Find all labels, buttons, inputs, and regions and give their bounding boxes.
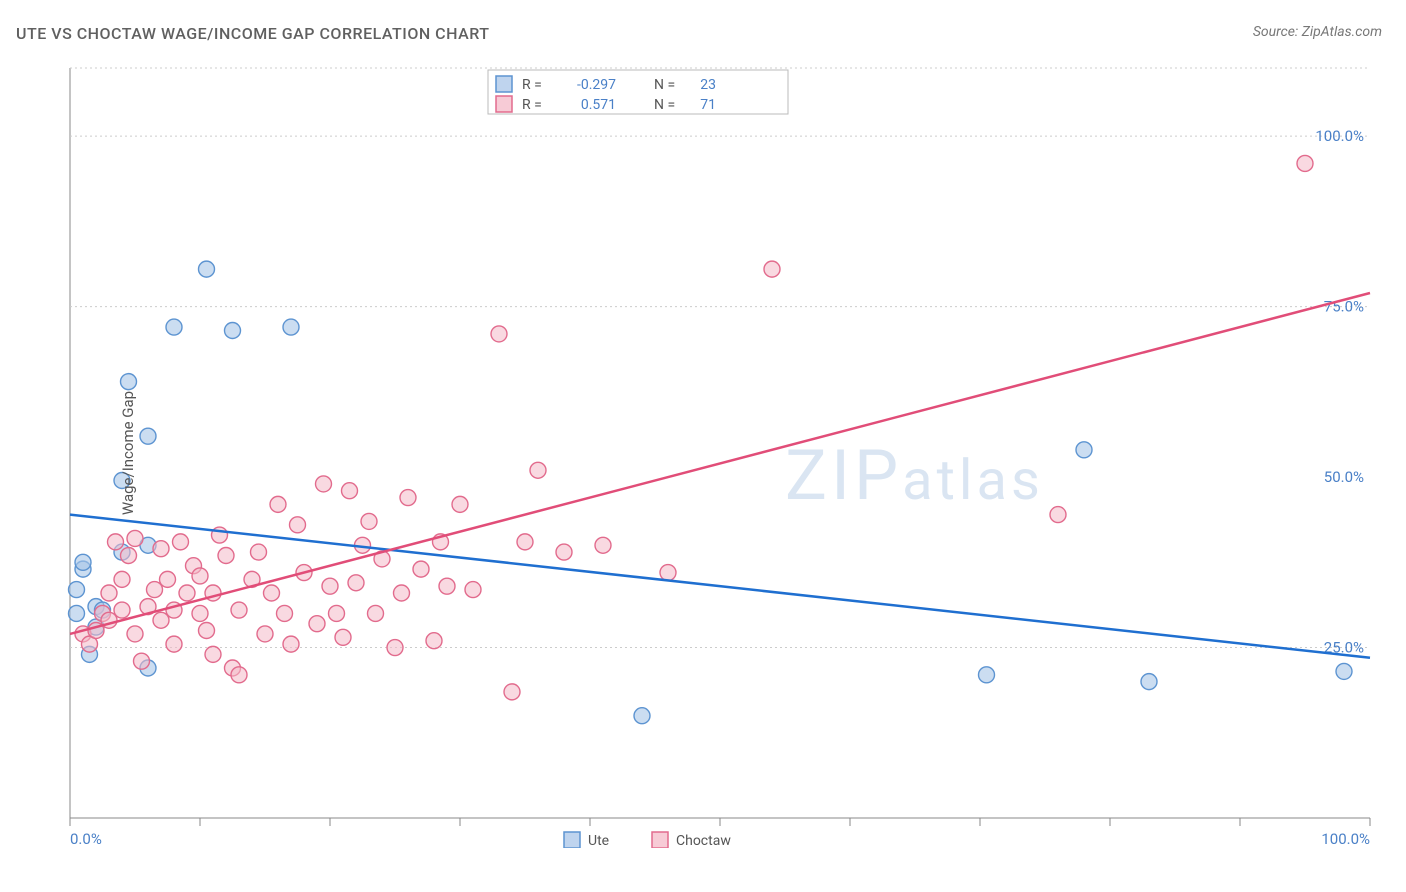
- scatter-point: [1076, 442, 1092, 458]
- chart-title: UTE VS CHOCTAW WAGE/INCOME GAP CORRELATI…: [16, 24, 490, 43]
- scatter-point: [316, 476, 332, 492]
- scatter-point: [173, 534, 189, 550]
- scatter-point: [199, 623, 215, 639]
- trend-line: [70, 293, 1370, 634]
- scatter-point: [205, 646, 221, 662]
- scatter-point: [517, 534, 533, 550]
- scatter-point: [199, 261, 215, 277]
- scatter-point: [127, 530, 143, 546]
- scatter-point: [121, 548, 137, 564]
- scatter-point: [101, 585, 117, 601]
- scatter-point: [394, 585, 410, 601]
- scatter-point: [764, 261, 780, 277]
- scatter-point: [283, 319, 299, 335]
- scatter-point: [335, 629, 351, 645]
- legend-r-label: R =: [522, 77, 542, 93]
- scatter-point: [329, 605, 345, 621]
- scatter-point: [251, 544, 267, 560]
- scatter-point: [634, 708, 650, 724]
- watermark: ZIPatlas: [785, 435, 1044, 517]
- scatter-point: [231, 667, 247, 683]
- legend-r-value: 0.571: [581, 97, 616, 113]
- legend-r-label: R =: [522, 97, 542, 113]
- scatter-point: [595, 537, 611, 553]
- scatter-point: [166, 319, 182, 335]
- scatter-point: [387, 640, 403, 656]
- scatter-point: [127, 626, 143, 642]
- scatter-point: [108, 534, 124, 550]
- legend-n-value: 23: [700, 77, 716, 93]
- scatter-point: [69, 605, 85, 621]
- scatter-point: [1050, 507, 1066, 523]
- scatter-point: [270, 496, 286, 512]
- scatter-point: [121, 374, 137, 390]
- scatter-point: [1336, 663, 1352, 679]
- scatter-point: [257, 626, 273, 642]
- scatter-point: [530, 462, 546, 478]
- y-axis-label: Wage/Income Gap: [119, 391, 137, 515]
- scatter-point: [179, 585, 195, 601]
- scatter-point: [225, 323, 241, 339]
- scatter-point: [452, 496, 468, 512]
- scatter-point: [660, 565, 676, 581]
- bottom-legend-label: Ute: [588, 833, 609, 848]
- scatter-point: [192, 605, 208, 621]
- x-tick-label: 0.0%: [70, 830, 102, 848]
- scatter-point: [491, 326, 507, 342]
- scatter-point: [309, 616, 325, 632]
- scatter-point: [361, 513, 377, 529]
- x-tick-label: 100.0%: [1321, 830, 1370, 848]
- legend-n-label: N =: [654, 97, 675, 113]
- chart-svg: 25.0%50.0%75.0%100.0%0.0%100.0%ZIPatlasR…: [50, 58, 1390, 848]
- scatter-point: [322, 578, 338, 594]
- scatter-point: [504, 684, 520, 700]
- bottom-legend-swatch: [564, 832, 580, 848]
- scatter-point: [114, 602, 130, 618]
- scatter-point: [75, 554, 91, 570]
- plot-area: Wage/Income Gap 25.0%50.0%75.0%100.0%0.0…: [50, 58, 1390, 848]
- legend-r-value: -0.297: [577, 77, 616, 93]
- scatter-point: [348, 575, 364, 591]
- scatter-point: [153, 612, 169, 628]
- legend-n-label: N =: [654, 77, 675, 93]
- scatter-point: [264, 585, 280, 601]
- scatter-point: [166, 636, 182, 652]
- scatter-point: [979, 667, 995, 683]
- scatter-point: [290, 517, 306, 533]
- y-tick-label: 100.0%: [1315, 127, 1364, 145]
- legend-n-value: 71: [700, 97, 716, 113]
- source-label: Source: ZipAtlas.com: [1253, 24, 1382, 40]
- scatter-point: [439, 578, 455, 594]
- scatter-point: [556, 544, 572, 560]
- scatter-point: [140, 428, 156, 444]
- scatter-point: [277, 605, 293, 621]
- scatter-point: [218, 548, 234, 564]
- scatter-point: [153, 541, 169, 557]
- scatter-point: [160, 571, 176, 587]
- scatter-point: [413, 561, 429, 577]
- scatter-point: [147, 582, 163, 598]
- scatter-point: [134, 653, 150, 669]
- legend-swatch: [496, 96, 512, 112]
- scatter-point: [283, 636, 299, 652]
- scatter-point: [465, 582, 481, 598]
- scatter-point: [368, 605, 384, 621]
- scatter-point: [231, 602, 247, 618]
- scatter-point: [114, 571, 130, 587]
- scatter-point: [1297, 155, 1313, 171]
- scatter-point: [69, 582, 85, 598]
- bottom-legend-swatch: [652, 832, 668, 848]
- scatter-point: [192, 568, 208, 584]
- scatter-point: [400, 490, 416, 506]
- y-tick-label: 50.0%: [1324, 468, 1364, 486]
- scatter-point: [342, 483, 358, 499]
- scatter-point: [426, 633, 442, 649]
- bottom-legend-label: Choctaw: [676, 833, 731, 848]
- scatter-point: [1141, 674, 1157, 690]
- legend-swatch: [496, 76, 512, 92]
